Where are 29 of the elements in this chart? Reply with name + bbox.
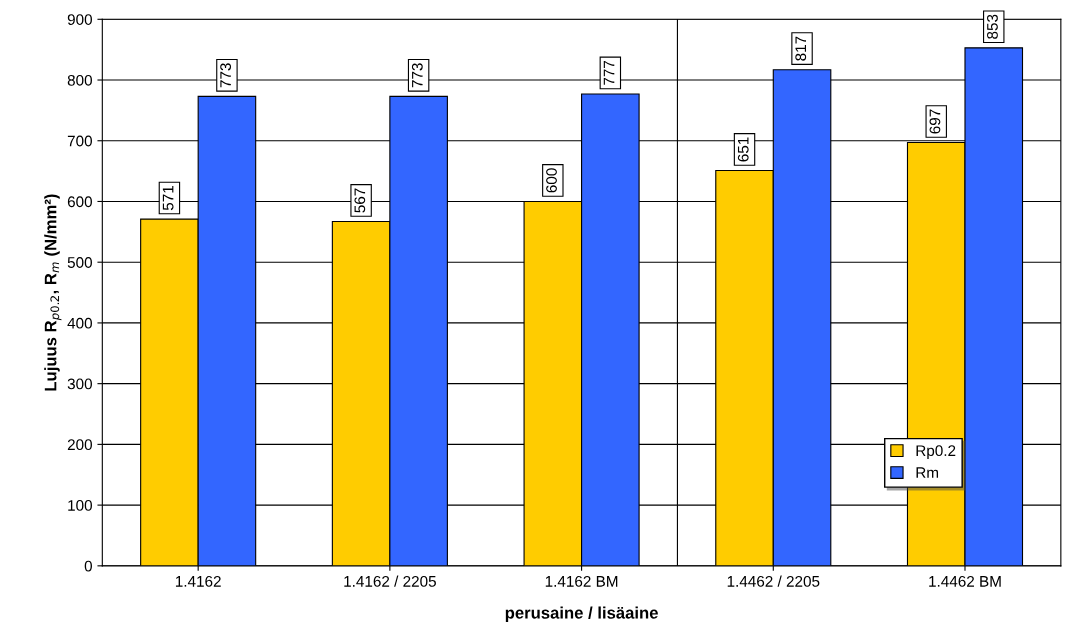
x-tick-label: 1.4162 BM (545, 575, 618, 587)
x-tick-label: 1.4462 / 2205 (727, 575, 820, 587)
y-tick-label: 200 (67, 439, 92, 451)
y-tick-label: 400 (67, 317, 92, 329)
data-label: 853 (987, 14, 998, 39)
x-tick-label: 1.4462 BM (929, 575, 1001, 587)
data-label: 600 (546, 168, 557, 193)
y-axis-title: Lujuus R$_{p0.2}$, R$_{m}$ (N/mm²) (44, 194, 62, 391)
y-tick-label: 0 (84, 560, 92, 572)
data-label: 773 (411, 63, 423, 88)
data-label: 567 (354, 188, 366, 213)
data-label: 697 (929, 109, 941, 134)
data-label: 773 (220, 63, 232, 88)
x-tick-label: 1.4162 (175, 575, 221, 587)
data-label: 777 (603, 60, 615, 85)
y-tick-label: 600 (67, 196, 92, 208)
data-label: 651 (737, 137, 749, 162)
y-tick-label: 800 (67, 74, 92, 86)
y-tick-label: 700 (67, 135, 92, 147)
y-tick-label: 100 (68, 499, 92, 511)
x-tick-label: 1.4162 / 2205 (344, 575, 436, 587)
data-label: 817 (795, 36, 807, 61)
x-axis-title: perusaine / lisäaine (505, 606, 658, 623)
legend-label: Rp0.2 (916, 445, 956, 460)
legend-label: Rm (916, 467, 939, 478)
y-tick-label: 300 (67, 378, 92, 390)
y-tick-label: 900 (67, 14, 92, 25)
data-label: 571 (162, 186, 174, 211)
y-tick-label: 500 (67, 257, 92, 268)
